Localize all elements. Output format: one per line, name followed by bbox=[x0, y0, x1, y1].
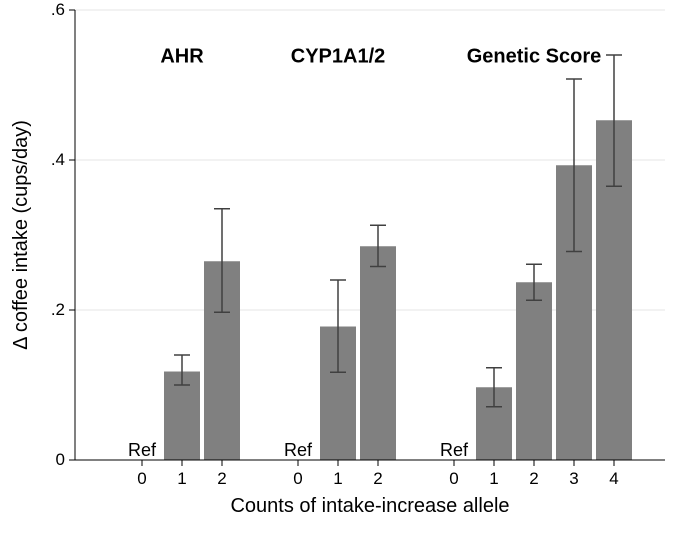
group-title: Genetic Score bbox=[467, 46, 602, 68]
y-tick-label: .4 bbox=[51, 150, 65, 169]
x-tick-label: 2 bbox=[373, 469, 382, 488]
ref-label: Ref bbox=[128, 440, 157, 460]
x-axis-label: Counts of intake-increase allele bbox=[230, 495, 509, 517]
ref-label: Ref bbox=[284, 440, 313, 460]
bar bbox=[360, 246, 396, 460]
x-tick-label: 0 bbox=[293, 469, 302, 488]
x-tick-label: 2 bbox=[529, 469, 538, 488]
y-axis-label: Δ coffee intake (cups/day) bbox=[10, 120, 32, 350]
x-tick-label: 1 bbox=[489, 469, 498, 488]
bar-chart: Ref 0 1 2 AHR Ref 0 1 2 CYP1A1/2 Ref 0 1 2 3 4 Genetic S… bbox=[0, 0, 685, 537]
x-tick-label: 1 bbox=[333, 469, 342, 488]
bar bbox=[516, 282, 552, 460]
x-tick-label: 3 bbox=[569, 469, 578, 488]
x-tick-label: 0 bbox=[449, 469, 458, 488]
x-tick-label: 0 bbox=[137, 469, 146, 488]
group-title: AHR bbox=[160, 46, 204, 68]
chart-container: Ref 0 1 2 AHR Ref 0 1 2 CYP1A1/2 Ref 0 1 2 3 4 Genetic S… bbox=[0, 0, 685, 537]
x-tick-label: 1 bbox=[177, 469, 186, 488]
ref-label: Ref bbox=[440, 440, 469, 460]
group-title: CYP1A1/2 bbox=[291, 46, 386, 68]
y-tick-label: 0 bbox=[56, 450, 65, 469]
y-tick-label: .2 bbox=[51, 300, 65, 319]
y-tick-label: .6 bbox=[51, 0, 65, 19]
x-tick-label: 2 bbox=[217, 469, 226, 488]
x-tick-label: 4 bbox=[609, 469, 618, 488]
